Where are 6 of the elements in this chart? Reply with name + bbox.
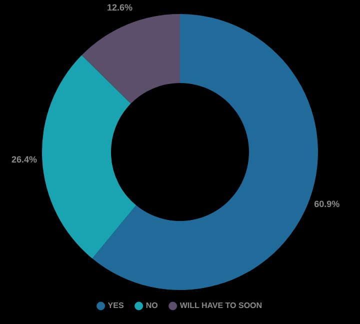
legend-label: YES [108, 301, 124, 310]
data-label: 12.6% [107, 2, 133, 13]
legend-label: NO [146, 301, 158, 310]
data-label: 26.4% [11, 154, 37, 165]
data-label: 60.9% [314, 199, 340, 210]
legend-label: WILL HAVE TO SOON [180, 301, 262, 310]
